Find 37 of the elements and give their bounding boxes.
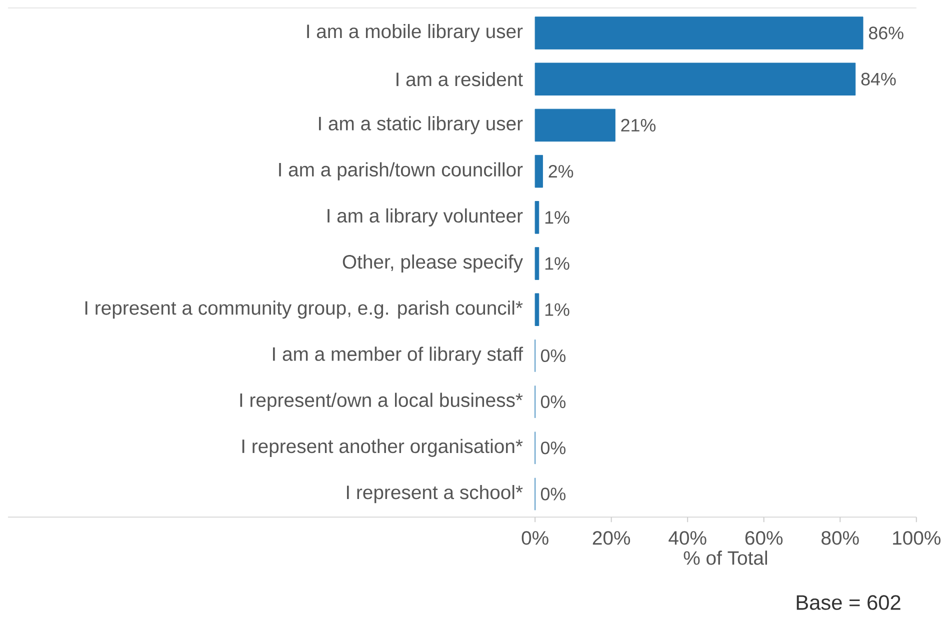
bar (534, 108, 616, 142)
data-label: 0% (540, 488, 566, 500)
data-label: 0% (540, 442, 566, 454)
x-tick-label: 60% (745, 531, 783, 545)
bar (534, 201, 540, 234)
x-tick-label: 40% (668, 531, 706, 545)
data-label: 1% (545, 303, 570, 316)
y-tick-label: I am a member of library staff (273, 346, 524, 365)
x-tick-label: 100% (893, 531, 940, 545)
bar (534, 16, 864, 50)
y-tick-label: I am a library volunteer (328, 208, 523, 227)
y-tick-label: I am a mobile library user (307, 24, 523, 42)
bar (534, 154, 543, 188)
data-label: 86% (868, 26, 904, 40)
y-tick-label: I represent a community group, e.g. parish council* (85, 300, 523, 319)
bar (534, 62, 856, 96)
y-tick-label: I am a resident (396, 72, 523, 86)
y-tick-label: Other, please specify (342, 254, 523, 273)
data-label: 2% (548, 165, 574, 178)
y-tick-label: I represent another organisation* (242, 438, 523, 458)
y-tick-label: I represent/own a local business* (240, 392, 523, 411)
x-tick-label: 20% (592, 531, 630, 545)
text: Base = 602 (796, 595, 900, 610)
bar (534, 247, 540, 280)
data-label: 0% (540, 396, 566, 408)
x-axis-title: % of Total (684, 550, 768, 565)
data-label: 21% (621, 118, 656, 132)
x-tick-label: 80% (822, 531, 859, 545)
data-label: 1% (545, 211, 570, 224)
data-label: 84% (861, 72, 896, 86)
data-label: 0% (540, 349, 566, 362)
x-tick-label: 0% (522, 531, 548, 545)
y-tick-label: I represent a school* (346, 485, 523, 504)
bar (534, 293, 540, 326)
data-label: 1% (545, 257, 570, 270)
y-tick-label: I am a static library user (319, 116, 523, 134)
y-tick-label: I am a parish/town councillor (279, 162, 523, 180)
